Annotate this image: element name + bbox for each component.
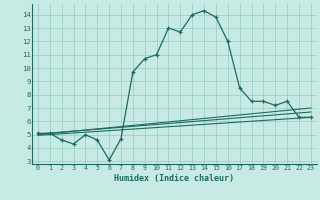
X-axis label: Humidex (Indice chaleur): Humidex (Indice chaleur) xyxy=(115,174,234,183)
